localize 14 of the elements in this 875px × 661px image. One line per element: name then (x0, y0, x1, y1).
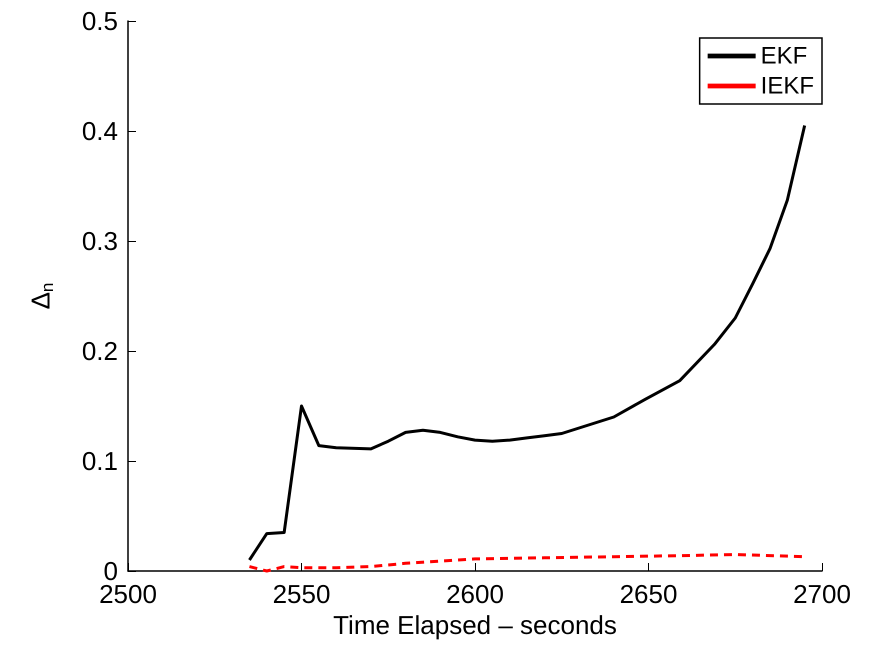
legend-label: EKF (760, 42, 808, 70)
x-tick-label: 2600 (446, 579, 504, 609)
y-axis-title: Δn (26, 282, 57, 310)
x-tick-label: 2700 (793, 579, 851, 609)
y-tick-label: 0.5 (82, 6, 118, 36)
y-tick-label: 0.2 (82, 336, 118, 366)
y-tick-label: 0.3 (82, 226, 118, 256)
x-tick-label: 2550 (272, 579, 330, 609)
y-tick-label: 0.4 (82, 116, 118, 146)
y-tick-label: 0.1 (82, 446, 118, 476)
x-axis-title: Time Elapsed – seconds (333, 610, 617, 640)
legend-label: IEKF (760, 72, 814, 100)
line-series (248, 124, 806, 562)
x-tick-label: 2650 (620, 579, 678, 609)
